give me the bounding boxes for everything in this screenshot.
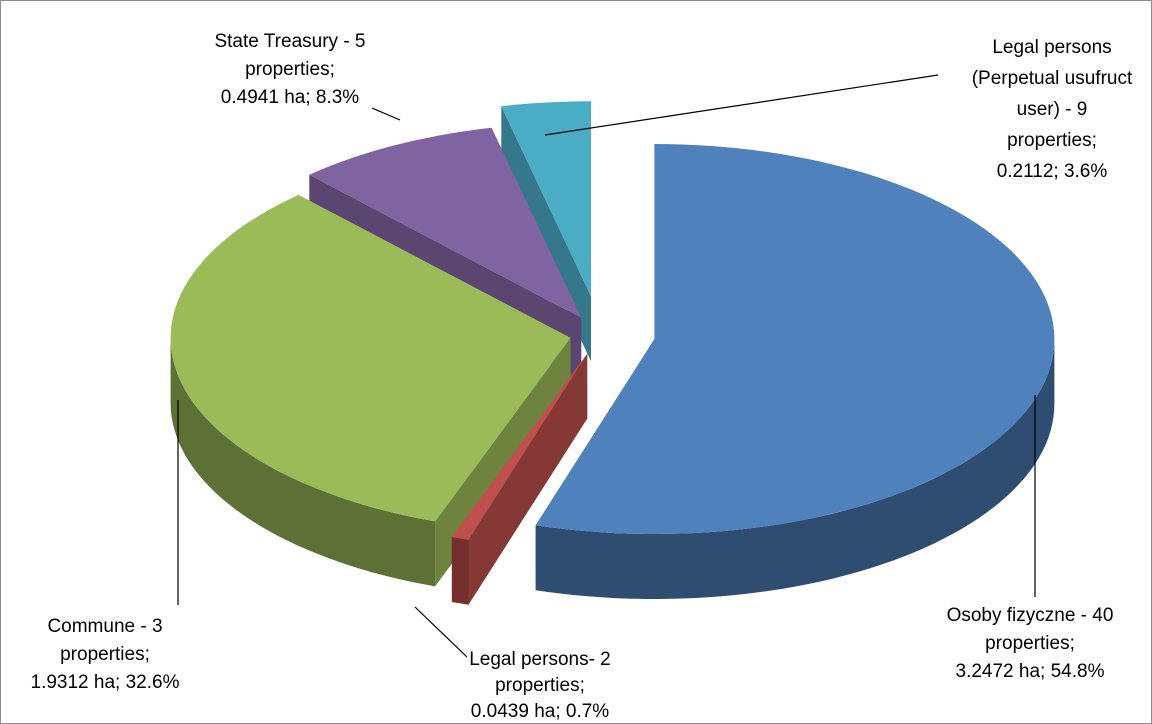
data-label: 0.2112; 3.6% (997, 161, 1108, 182)
slice (535, 144, 1055, 534)
leader-line (371, 107, 401, 121)
data-label: properties; (1007, 130, 1097, 151)
slice-outer-wall (170, 337, 436, 587)
data-label: properties; (245, 59, 335, 80)
data-label: (Perpetual usufruct (972, 68, 1133, 89)
data-label: user) - 9 (1017, 99, 1088, 120)
slice-side (468, 353, 588, 605)
slice (451, 353, 588, 540)
data-label: Legal persons- 2 (469, 649, 611, 670)
data-label: Osoby fizyczne - 40 (947, 605, 1114, 626)
slice-tops (170, 101, 1055, 540)
data-label: properties; (60, 644, 150, 665)
data-label: Commune - 3 (47, 616, 162, 637)
data-label: 3.2472 ha; 54.8% (956, 661, 1105, 682)
data-label: State Treasury - 5 (214, 31, 365, 52)
data-labels: Osoby fizyczne - 40 properties; 3.2472 ha;… (31, 31, 1133, 722)
data-label: 1.9312 ha; 32.6% (31, 672, 180, 693)
data-label: properties; (985, 633, 1075, 654)
data-label: 0.0439 ha; 0.7% (471, 701, 609, 722)
slice (309, 127, 582, 318)
leader-line (544, 74, 939, 136)
data-label: 0.4941 ha; 8.3% (221, 87, 359, 108)
slice-outer-wall (535, 339, 1055, 599)
slice (501, 101, 591, 297)
slice-outer-wall (451, 537, 469, 605)
leader-line (414, 606, 468, 658)
data-label: Legal persons (992, 37, 1111, 58)
slice (170, 194, 571, 522)
data-label: properties; (495, 675, 585, 696)
